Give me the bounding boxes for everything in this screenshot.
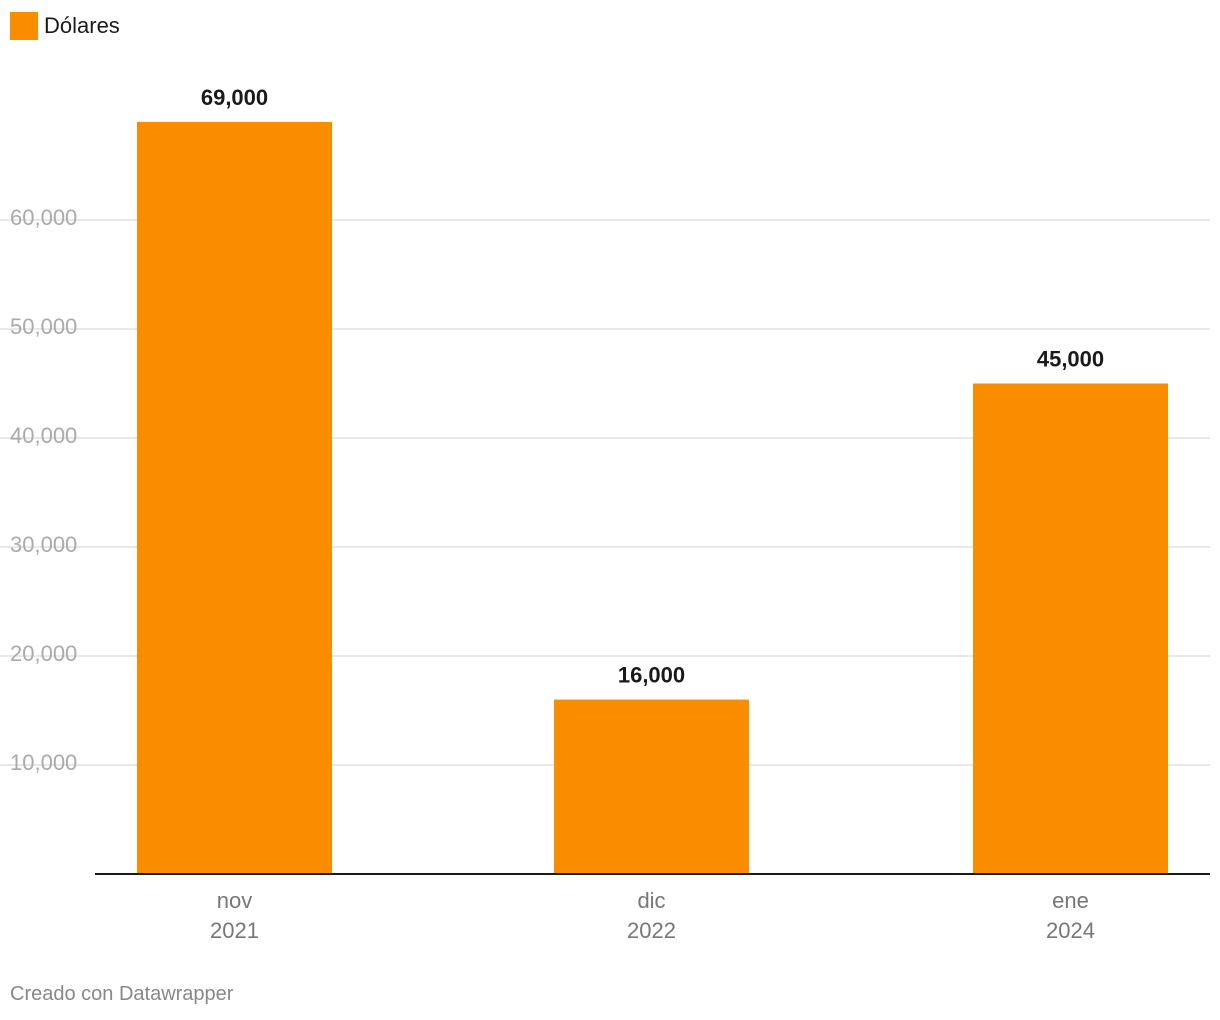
legend-label: Dólares bbox=[44, 13, 120, 38]
y-tick-label: 40,000 bbox=[10, 423, 77, 448]
bar bbox=[137, 121, 332, 874]
x-tick-label-year: 2022 bbox=[627, 918, 676, 943]
legend: Dólares bbox=[10, 12, 120, 40]
footer-credit: Creado con Datawrapper bbox=[10, 983, 234, 1005]
x-tick-label: ene bbox=[1052, 888, 1089, 913]
x-tick-label-year: 2021 bbox=[210, 918, 259, 943]
y-tick-label: 50,000 bbox=[10, 314, 77, 339]
bars bbox=[137, 121, 1168, 874]
y-tick-label: 20,000 bbox=[10, 641, 77, 666]
y-axis-ticks: 10,000 20,000 30,000 40,000 50,000 60,000 bbox=[10, 205, 77, 775]
bar bbox=[973, 383, 1168, 874]
x-axis: nov 2021 dic 2022 ene 2024 bbox=[95, 873, 1210, 943]
bar-value-label: 69,000 bbox=[201, 85, 268, 110]
x-tick-label: nov bbox=[217, 888, 252, 913]
bar bbox=[554, 699, 749, 874]
value-labels: 69,000 16,000 45,000 bbox=[201, 85, 1104, 688]
legend-swatch bbox=[10, 12, 38, 40]
x-tick-label-year: 2024 bbox=[1046, 918, 1095, 943]
x-tick-label: dic bbox=[637, 888, 665, 913]
y-tick-label: 10,000 bbox=[10, 750, 77, 775]
y-tick-label: 30,000 bbox=[10, 532, 77, 557]
bar-value-label: 16,000 bbox=[618, 663, 685, 688]
bar-value-label: 45,000 bbox=[1037, 347, 1104, 372]
y-tick-label: 60,000 bbox=[10, 205, 77, 230]
